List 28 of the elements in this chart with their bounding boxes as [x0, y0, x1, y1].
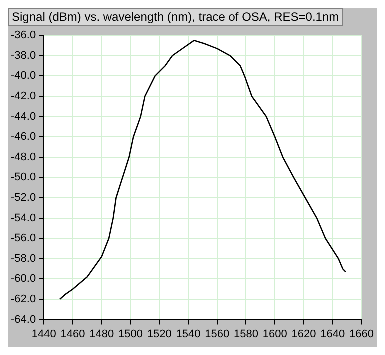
- x-tick-label: 1460: [60, 328, 86, 340]
- y-tick-label: -38.0: [10, 50, 36, 62]
- y-tick-label: -58.0: [10, 252, 36, 265]
- y-tick-label: -62.0: [10, 294, 36, 306]
- x-tick-label: 1580: [234, 328, 258, 340]
- x-tick-label: 1520: [147, 328, 172, 340]
- y-tick-label: -36.0: [10, 30, 36, 42]
- chart-title: Signal (dBm) vs. wavelength (nm), trace of OSA, RES=0.1nm: [8, 8, 344, 26]
- x-tick-label: 1640: [320, 328, 346, 340]
- y-tick-label: -46.0: [10, 131, 36, 144]
- x-tick-label: 1620: [292, 328, 316, 340]
- y-tick-label: -42.0: [10, 90, 36, 103]
- x-tick-label: 1660: [350, 328, 374, 340]
- x-tick-label: 1440: [32, 328, 56, 340]
- x-tick-label: 1500: [118, 328, 143, 340]
- y-tick-label: -54.0: [10, 212, 36, 224]
- y-tick-label: -44.0: [10, 110, 36, 123]
- x-tick-label: 1480: [90, 328, 114, 340]
- y-tick-label: -60.0: [10, 273, 36, 286]
- y-tick-label: -56.0: [10, 232, 36, 245]
- y-tick-label: -64.0: [10, 314, 36, 326]
- x-tick-label: 1600: [262, 328, 288, 340]
- y-tick-label: -40.0: [10, 70, 36, 82]
- y-tick-label: -52.0: [10, 192, 36, 204]
- x-tick-label: 1560: [205, 328, 230, 340]
- y-tick-label: -50.0: [10, 172, 36, 184]
- y-tick-label: -48.0: [10, 151, 36, 164]
- x-tick-label: 1540: [176, 328, 201, 340]
